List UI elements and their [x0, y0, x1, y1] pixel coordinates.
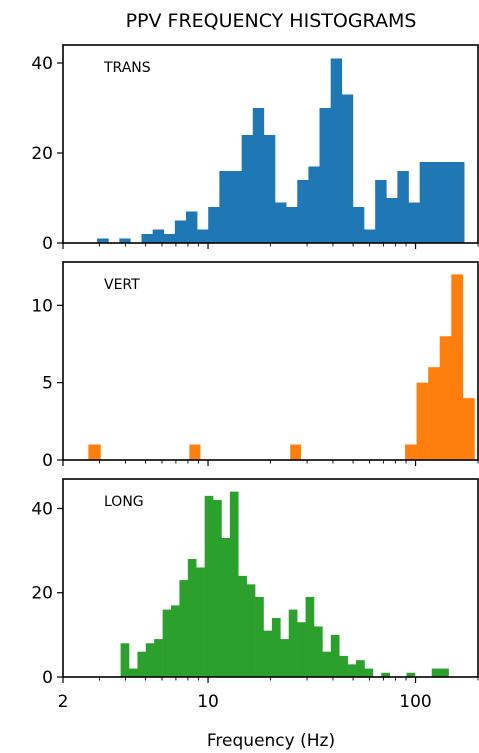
y-tick-label-vert-1: 5 [42, 374, 53, 394]
panel-label-long: LONG [104, 494, 144, 510]
bar-trans-11 [241, 135, 254, 243]
panel-label-vert: VERT [104, 277, 140, 293]
bar-trans-7 [197, 229, 209, 243]
bar-vert-6 [439, 336, 452, 460]
bar-long-6 [171, 605, 180, 677]
bar-long-10 [204, 495, 214, 677]
bar-trans-27 [419, 162, 432, 243]
bar-trans-19 [330, 58, 343, 243]
bar-long-18 [271, 618, 281, 677]
bar-trans-20 [341, 94, 354, 243]
bar-trans-15 [286, 207, 298, 243]
bar-long-24 [322, 651, 332, 677]
bar-vert-2 [290, 444, 301, 460]
bar-trans-0 [97, 238, 109, 243]
bar-long-14 [238, 575, 247, 677]
bar-long-8 [187, 559, 197, 677]
bar-long-20 [288, 609, 298, 677]
y-tick-label-long-2: 40 [31, 499, 53, 519]
bar-long-4 [154, 639, 163, 677]
bar-trans-9 [219, 171, 231, 243]
bar-vert-4 [416, 382, 429, 460]
bar-trans-18 [319, 108, 331, 243]
bar-trans-4 [163, 234, 176, 243]
bar-long-3 [145, 643, 155, 677]
bar-trans-25 [397, 171, 409, 243]
y-tick-label-long-1: 20 [31, 584, 53, 604]
bar-trans-6 [185, 211, 198, 243]
bar-long-29 [364, 668, 374, 677]
bar-long-23 [313, 626, 323, 677]
bar-long-32 [431, 668, 441, 677]
bar-long-26 [339, 655, 348, 677]
bar-trans-5 [174, 220, 187, 243]
bar-long-12 [221, 537, 231, 677]
bar-long-17 [263, 630, 273, 677]
bar-trans-3 [152, 229, 165, 243]
bar-trans-10 [230, 171, 242, 243]
bar-long-22 [305, 596, 315, 677]
bar-long-25 [330, 634, 340, 677]
y-tick-label-trans-1: 20 [31, 144, 53, 164]
bar-long-19 [280, 639, 290, 677]
y-tick-label-long-0: 0 [42, 668, 53, 688]
panel-trans: 0 20 40 TRANS [31, 44, 479, 254]
bar-long-33 [440, 668, 449, 677]
y-tick-label-trans-0: 0 [42, 234, 53, 254]
bar-long-30 [381, 672, 390, 677]
bar-long-9 [196, 567, 205, 677]
bar-vert-8 [462, 398, 475, 461]
bar-long-2 [137, 651, 147, 677]
panel-vert: 0 5 10 VERT [31, 261, 479, 471]
bar-trans-16 [297, 180, 309, 243]
y-tick-label-vert-2: 10 [31, 296, 53, 316]
bar-trans-23 [375, 180, 387, 243]
bar-trans-22 [364, 229, 376, 243]
bar-trans-14 [275, 202, 287, 243]
bar-trans-2 [141, 234, 153, 243]
bar-trans-24 [386, 198, 398, 243]
bar-long-21 [297, 622, 306, 677]
x-axis-label: Frequency (Hz) [207, 731, 335, 751]
y-tick-label-trans-2: 40 [31, 54, 53, 74]
x-tick-label-0: 2 [58, 692, 69, 712]
bar-trans-12 [252, 108, 265, 243]
bar-trans-17 [308, 166, 320, 243]
bar-trans-8 [208, 207, 220, 243]
bar-trans-1 [119, 238, 131, 243]
bar-vert-3 [405, 444, 417, 460]
bar-trans-26 [408, 202, 420, 243]
bar-long-27 [347, 664, 357, 677]
panel-long: 0 20 40 LONG [31, 478, 479, 688]
bar-long-7 [179, 580, 189, 677]
bar-long-11 [213, 500, 222, 677]
bar-long-1 [129, 668, 138, 677]
bar-long-15 [246, 584, 256, 677]
bar-vert-5 [428, 367, 441, 460]
y-tick-label-vert-0: 0 [42, 451, 53, 471]
panel-label-trans: TRANS [103, 60, 151, 76]
x-tick-label-1: 10 [197, 692, 219, 712]
chart-title: PPV FREQUENCY HISTOGRAMS [126, 10, 417, 32]
bar-long-31 [406, 672, 416, 677]
bar-trans-28 [430, 162, 443, 243]
bar-long-0 [120, 643, 130, 677]
bar-trans-21 [352, 207, 365, 243]
bar-trans-13 [263, 135, 276, 243]
bar-long-5 [162, 609, 172, 677]
bar-trans-30 [453, 162, 465, 243]
bar-long-13 [229, 491, 239, 677]
bar-long-16 [255, 596, 264, 677]
bar-vert-1 [189, 444, 201, 460]
bar-vert-7 [451, 274, 464, 461]
bar-trans-29 [441, 162, 454, 243]
bar-vert-0 [88, 444, 101, 460]
bar-long-28 [356, 660, 365, 677]
x-tick-label-2: 100 [399, 692, 431, 712]
